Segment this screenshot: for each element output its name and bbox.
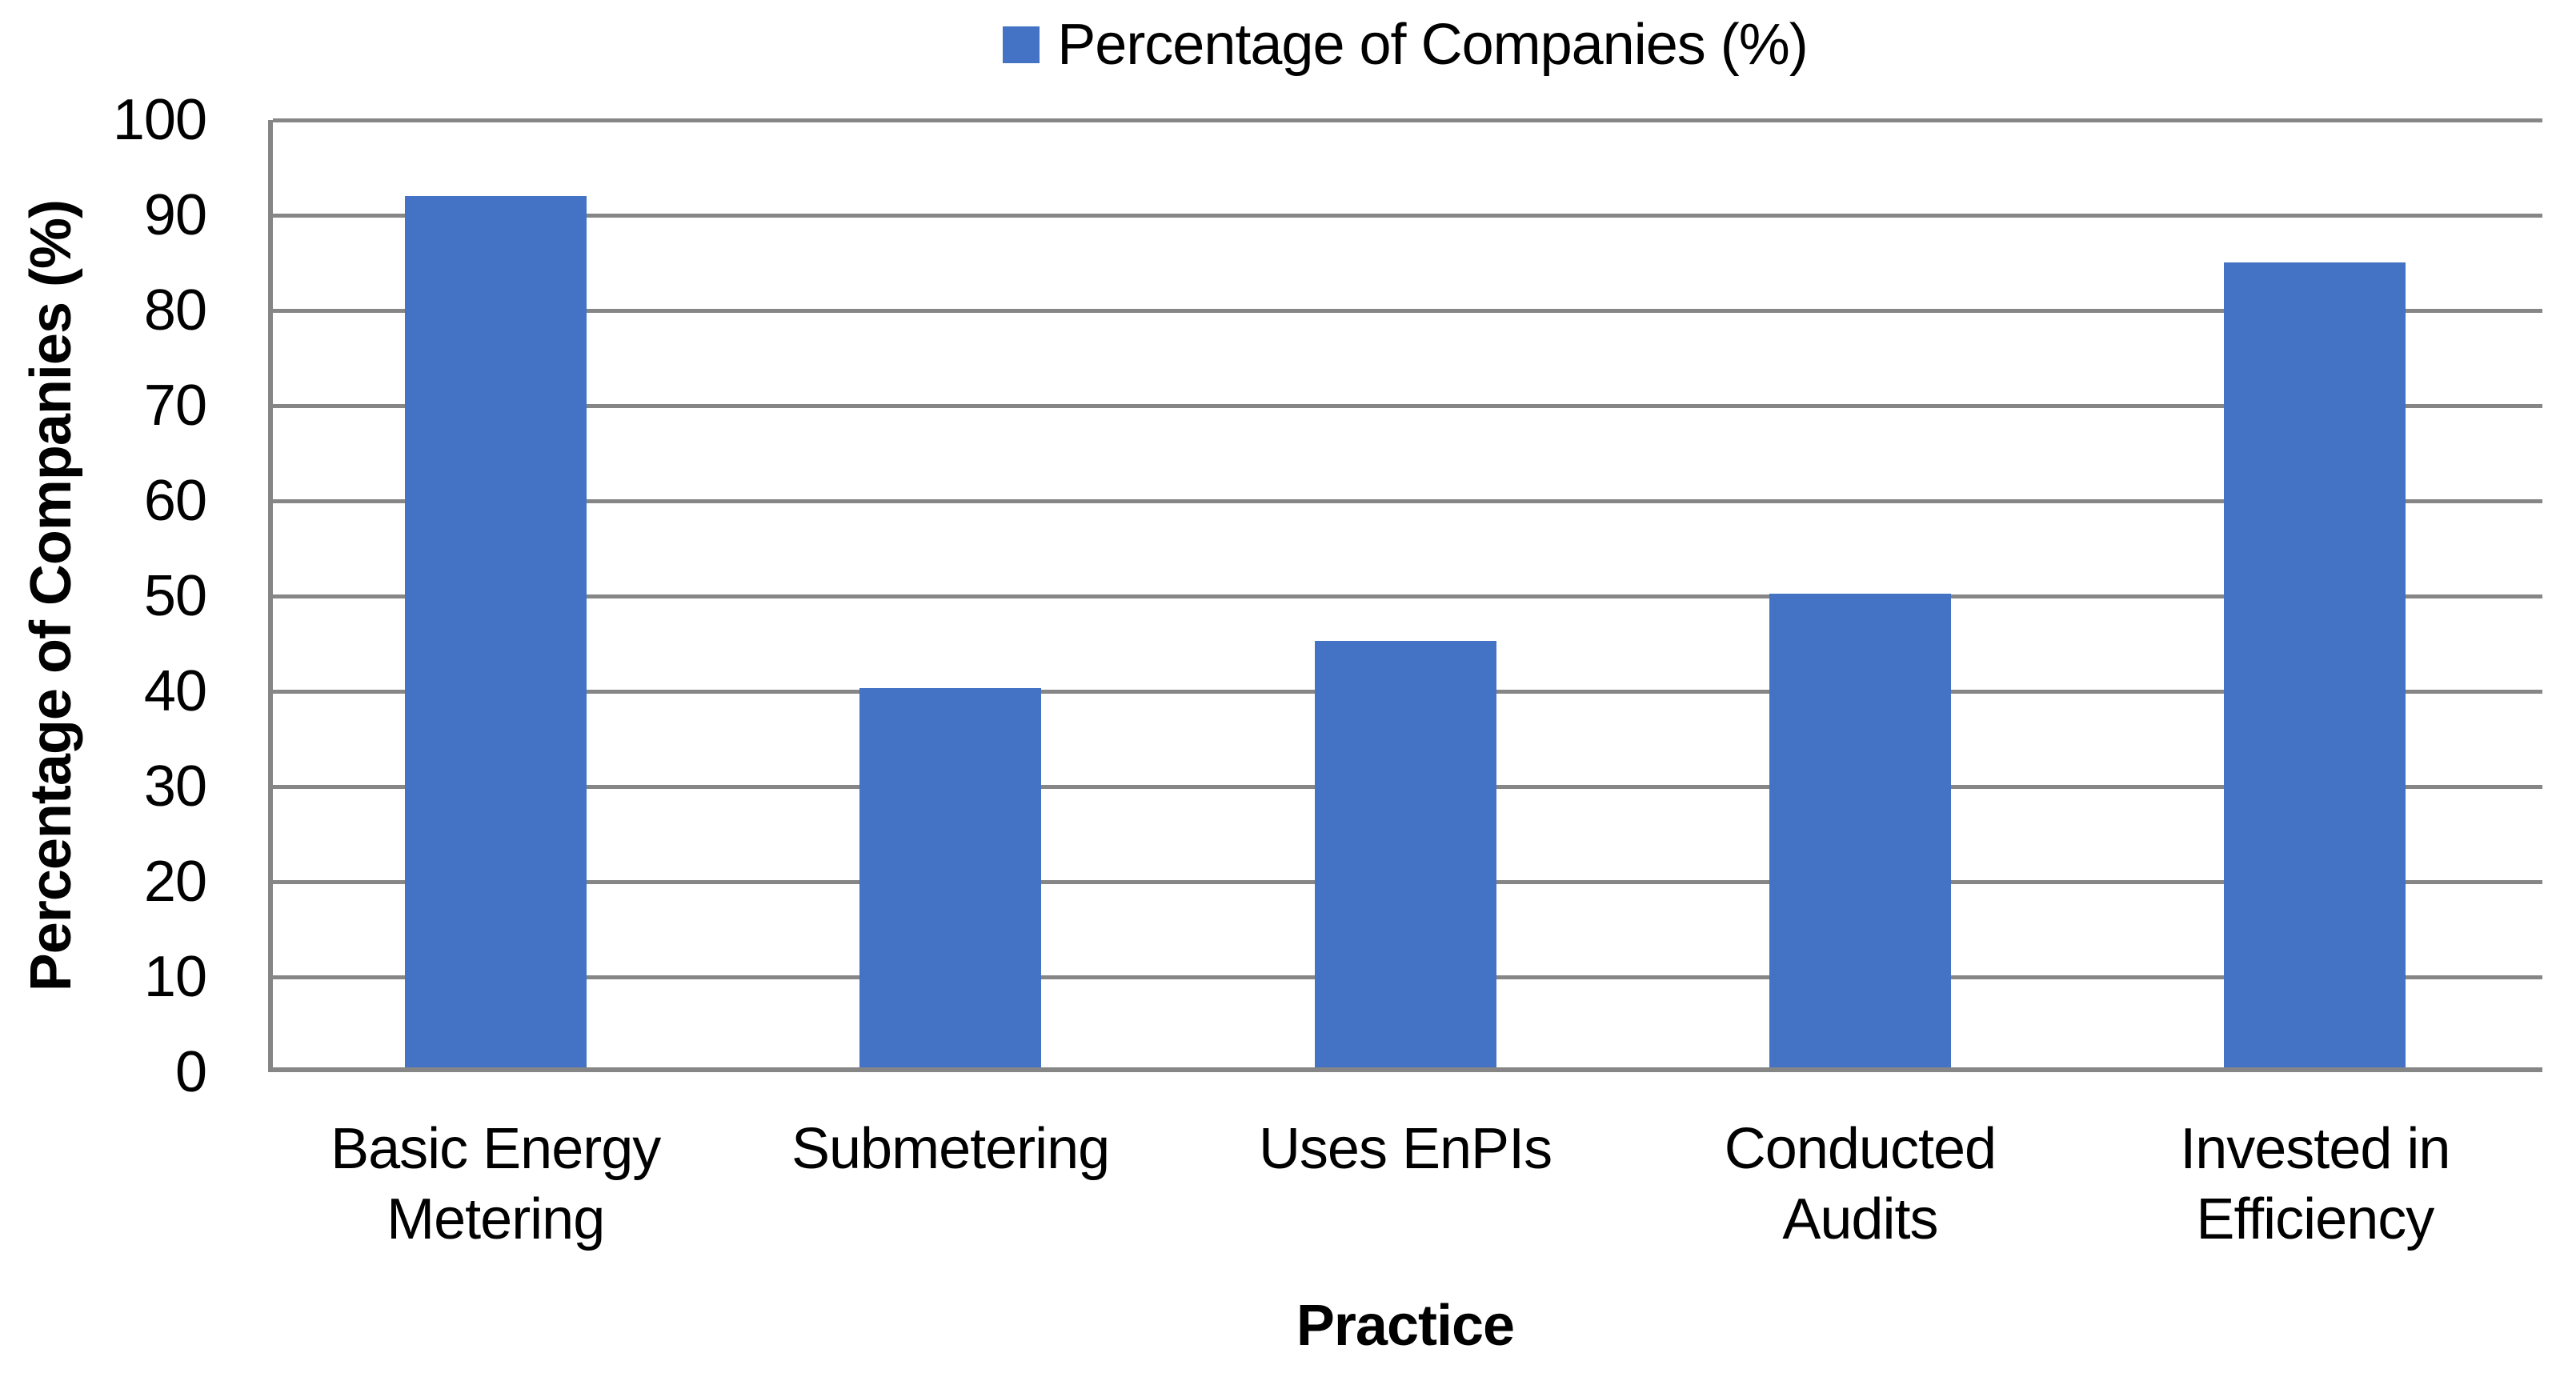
y-tick-label: 40 (143, 659, 207, 723)
y-tick-label: 90 (143, 183, 207, 247)
x-category-label: Uses EnPIs (1178, 1114, 1633, 1255)
x-category-label: Invested in Efficiency (2088, 1114, 2542, 1255)
legend-swatch-icon (1003, 26, 1040, 63)
bar-conducted-audits (1769, 594, 1951, 1067)
chart-legend: Percentage of Companies (%) (268, 11, 2542, 78)
x-category-label-text: Basic Energy Metering (331, 1117, 661, 1251)
y-tick-label: 20 (143, 850, 207, 914)
gridline (273, 309, 2542, 313)
bar-basic-energy-metering (404, 195, 587, 1067)
x-axis-title: Practice (1296, 1294, 1515, 1358)
y-tick-label: 60 (143, 469, 207, 533)
y-tick-label: 0 (174, 1040, 207, 1104)
y-axis-ticks: 0 10 20 30 40 50 60 70 80 90 100 (0, 88, 207, 1104)
plot-area (268, 118, 2542, 1072)
x-axis-labels: Basic Energy Metering Submetering Uses EnP… (268, 1114, 2542, 1255)
gridline (273, 499, 2542, 503)
y-tick-label: 30 (143, 755, 207, 819)
x-category-label-text: Conducted Audits (1724, 1117, 1997, 1251)
legend-label: Percentage of Companies (%) (1057, 13, 1808, 77)
gridline (273, 594, 2542, 598)
x-category-label: Submetering (723, 1114, 1177, 1255)
gridline (273, 214, 2542, 218)
y-tick-label: 80 (143, 278, 207, 342)
x-category-label-text: Uses EnPIs (1258, 1117, 1552, 1181)
x-category-label-text: Invested in Efficiency (2180, 1117, 2450, 1251)
y-tick-label: 10 (143, 945, 207, 1009)
x-category-label: Conducted Audits (1633, 1114, 2087, 1255)
y-tick-label: 70 (143, 374, 207, 438)
x-category-label: Basic Energy Metering (268, 1114, 723, 1255)
y-tick-label: 100 (112, 88, 207, 152)
x-category-label-text: Submetering (791, 1117, 1110, 1181)
gridline (273, 404, 2542, 408)
y-tick-label: 50 (143, 564, 207, 628)
bar-submetering (859, 688, 1042, 1067)
gridline (273, 118, 2542, 122)
bar-uses-enpis (1314, 641, 1496, 1067)
bar-invested-in-efficiency (2224, 262, 2406, 1067)
